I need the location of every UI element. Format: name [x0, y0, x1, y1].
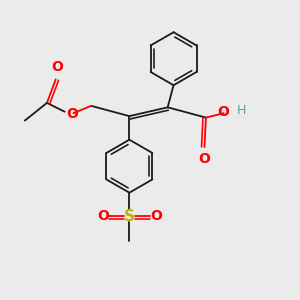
Text: S: S	[124, 209, 135, 224]
Text: O: O	[66, 107, 78, 121]
Text: O: O	[218, 105, 230, 119]
Text: H: H	[237, 104, 246, 117]
Text: O: O	[51, 60, 63, 74]
Text: O: O	[150, 209, 162, 223]
Text: O: O	[199, 152, 210, 167]
Text: O: O	[97, 209, 109, 223]
